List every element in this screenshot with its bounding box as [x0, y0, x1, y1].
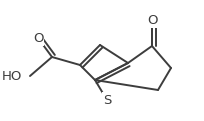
Text: O: O: [33, 31, 43, 45]
Text: HO: HO: [2, 69, 22, 83]
Text: S: S: [103, 94, 111, 106]
Text: O: O: [147, 14, 157, 26]
